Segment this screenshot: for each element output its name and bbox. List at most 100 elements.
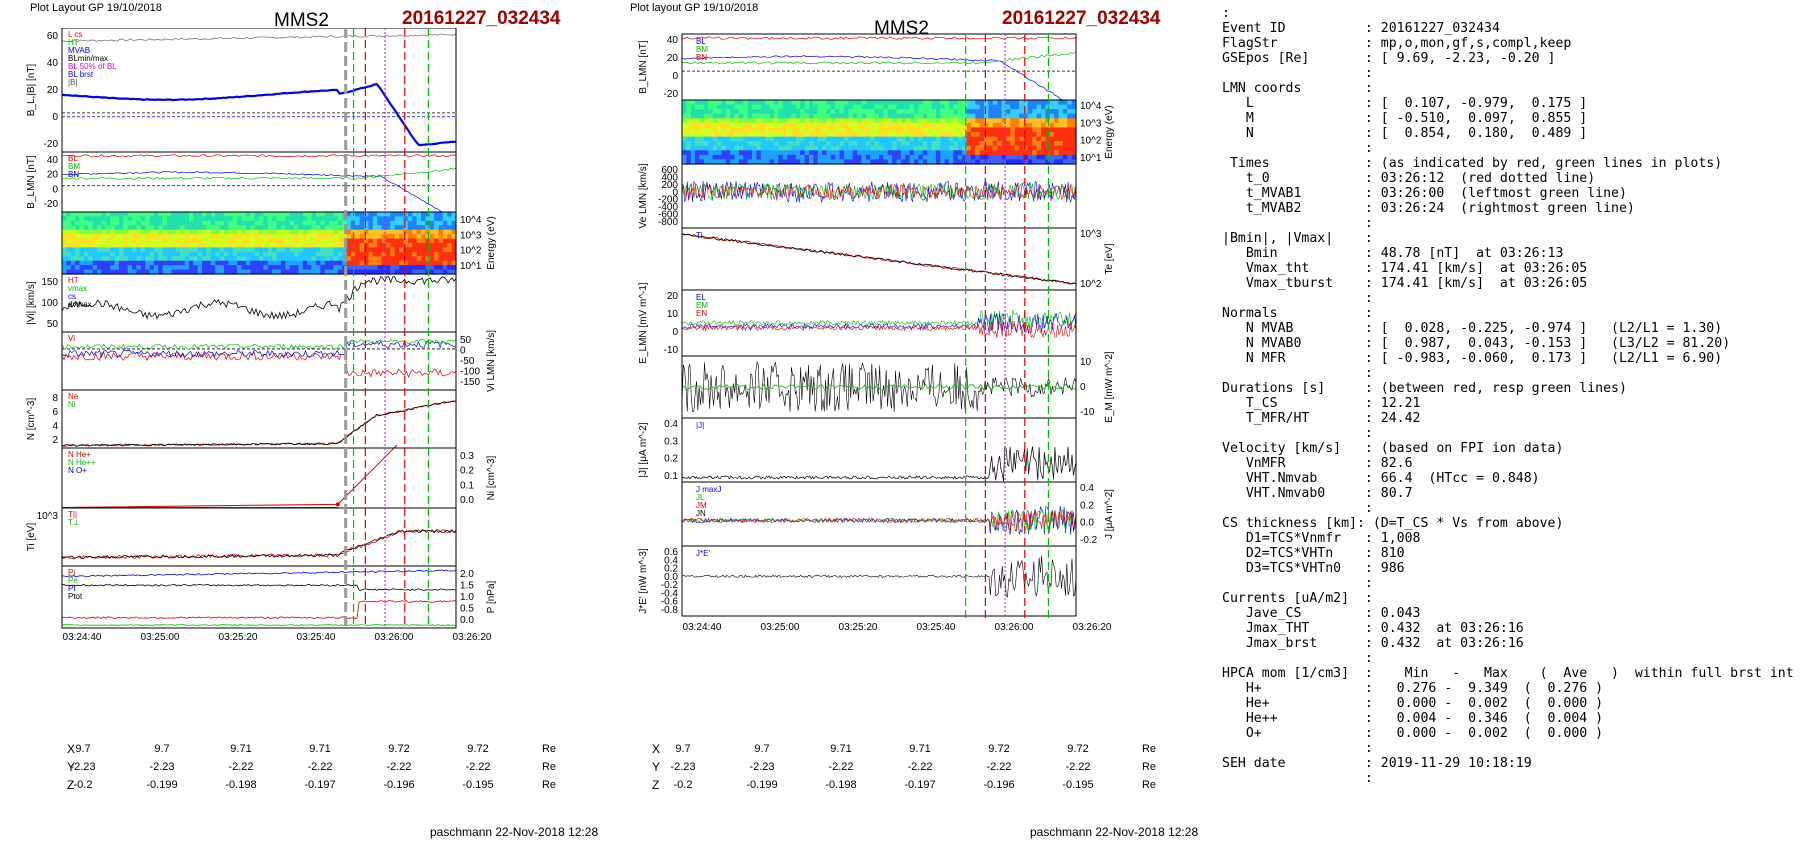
y-tick-label: -20	[44, 199, 59, 210]
y-tick-label: 8	[52, 393, 58, 404]
legend-entry: BM	[68, 162, 80, 171]
y-axis-label: B_L,|B| [nT]	[26, 64, 37, 117]
y-axis-label: Ti [eV]	[26, 523, 37, 552]
legend-entry: N He+	[68, 450, 91, 459]
y-tick-label: -800	[658, 217, 678, 228]
info-line: Bmin : 48.78 [nT] at 03:26:13	[1222, 246, 1564, 261]
x-tick-label: 03:24:40	[63, 632, 102, 643]
left-panel-frame	[61, 28, 457, 153]
y-tick-label: 0	[672, 71, 678, 82]
legend-entry: Ne	[68, 392, 79, 401]
info-line: :	[1222, 771, 1373, 786]
x-tick-label: 03:25:20	[839, 622, 878, 633]
y-tick-label: -0.8	[661, 605, 679, 616]
left-layout-label: Plot Layout GP 19/10/2018	[30, 2, 162, 14]
legend-entry: L cs	[68, 30, 82, 39]
series-bm	[681, 51, 1077, 65]
y-tick-label: -50	[460, 356, 475, 367]
series-el	[681, 309, 1077, 330]
left-coord-value: 9.72	[467, 743, 489, 755]
y-tick-label: 20	[667, 53, 679, 64]
y-tick-label: 0.6	[664, 547, 678, 558]
legend-entry: JN	[696, 509, 706, 518]
info-line: N MVAB0 : [ 0.987, 0.043, -0.153 ] (L3/L…	[1222, 336, 1731, 351]
legend-entry: J*E'	[696, 549, 710, 558]
left-panel-frame	[61, 389, 457, 449]
event-info-text: : Event ID : 20161227_032434 FlagStr : mp,…	[1222, 6, 1794, 786]
left-coord-label-y: Y	[67, 760, 76, 774]
middle-coord-value: -0.195	[1062, 779, 1094, 791]
legend-entry: Ni	[68, 400, 76, 409]
y-tick-label: 50	[47, 319, 59, 330]
y-tick-label: 2	[52, 435, 58, 446]
middle-coord-value: -0.199	[746, 779, 778, 791]
y-tick-label: 0.5	[460, 604, 474, 615]
y-tick-label: 50	[460, 335, 472, 346]
y-tick-label: 10^3	[1080, 229, 1102, 240]
left-panel-frame	[61, 273, 457, 333]
info-line: |Bmin|, |Vmax| :	[1222, 231, 1373, 246]
left-panel-frame	[61, 507, 457, 567]
y-tick-label: 150	[41, 277, 58, 288]
left-coord-value: 9.7	[154, 743, 170, 755]
y-tick-label: 400	[661, 172, 678, 183]
y-axis-label: B_LMN [nT]	[26, 155, 37, 209]
series-jn	[681, 509, 1077, 532]
y-tick-label: 0	[460, 346, 466, 357]
ion-energy-spectrogram	[62, 212, 457, 275]
series-vi	[61, 275, 457, 320]
info-line: :	[1222, 66, 1373, 81]
left-coord-value: -2.22	[465, 761, 491, 773]
y-axis-label: |Vi| [km/s]	[26, 281, 37, 325]
y-tick-label: 1.0	[460, 592, 474, 603]
legend-entry: N O+	[68, 466, 87, 475]
x-tick-label: 03:24:40	[683, 622, 722, 633]
legend-entry: cs	[68, 292, 76, 301]
y-tick-label: 0.0	[460, 615, 474, 626]
middle-coord-value: -2.23	[749, 761, 775, 773]
info-line: T_MFR/HT : 24.42	[1222, 411, 1421, 426]
y-tick-label: 0.3	[460, 451, 474, 462]
y-tick-label: 0.2	[1080, 500, 1094, 511]
y-tick-label: -0.2	[1080, 535, 1098, 546]
y-tick-label: 10^1	[460, 261, 482, 272]
info-line: :	[1222, 426, 1373, 441]
left-footer: paschmann 22-Nov-2018 12:28	[430, 825, 599, 839]
y-axis-label: Te [eV]	[1104, 243, 1115, 274]
legend-entry: |J|	[696, 421, 704, 430]
series-en	[681, 320, 1077, 339]
legend-entry: Pe	[68, 576, 78, 585]
y-axis-label: J [μA m^-2]	[1104, 489, 1115, 539]
legend-entry: dvmax	[68, 300, 92, 309]
series-bm	[61, 167, 457, 180]
info-line: Times : (as indicated by red, green line…	[1222, 156, 1723, 171]
electron-energy-spectrogram	[682, 100, 1077, 165]
left-coord-value: 9.72	[388, 743, 410, 755]
info-line: Jmax_THT : 0.432 at 03:26:16	[1222, 621, 1524, 636]
info-line: VHT.Nmvab0 : 80.7	[1222, 486, 1413, 501]
y-axis-label: Ve LMN [km/s]	[638, 163, 649, 228]
y-tick-label: 0.4	[1080, 483, 1094, 494]
y-axis-label: N [cm^-3]	[26, 398, 37, 441]
y-tick-label: 0	[52, 184, 58, 195]
y-tick-label: 20	[667, 291, 679, 302]
left-coord-value: 9.7	[75, 743, 91, 755]
info-line: FlagStr : mp,o,mon,gf,s,compl,keep	[1222, 36, 1572, 51]
middle-coord-unit: Re	[1141, 743, 1157, 755]
legend-entry: Vi	[68, 334, 75, 343]
middle-panel-frame	[681, 417, 1077, 483]
y-tick-label: -200	[658, 195, 678, 206]
info-line: M : [ -0.510, 0.097, 0.855 ]	[1222, 111, 1588, 126]
left-coord-value: 9.71	[230, 743, 252, 755]
legend-entry: BLmin/max	[68, 54, 108, 63]
legend-entry: BL brst	[68, 70, 94, 79]
left-panel-frame	[61, 447, 457, 509]
info-line: VHT.Nmvab : 66.4 (HTcc = 0.848)	[1222, 471, 1540, 486]
y-tick-label: 4	[52, 421, 58, 432]
middle-coord-value: -0.197	[904, 779, 936, 791]
y-tick-label: 0.4	[664, 555, 678, 566]
legend-entry: BN	[696, 53, 707, 62]
legend-entry: BL	[696, 37, 706, 46]
y-axis-label: Vi LMN [km/s]	[486, 330, 497, 392]
